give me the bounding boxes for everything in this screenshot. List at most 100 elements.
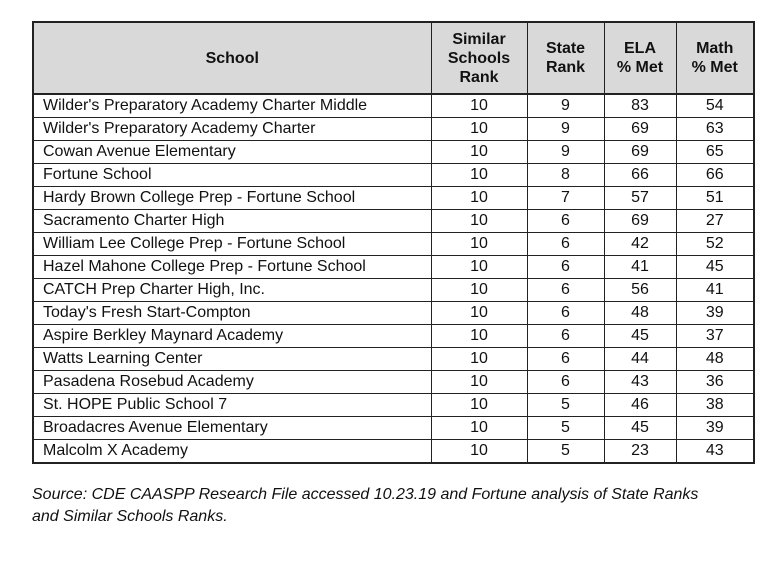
table-row: Today's Fresh Start-Compton 10 6 48 39 <box>32 301 755 325</box>
state-rank-cell: 6 <box>526 347 605 371</box>
similar-schools-rank-cell: 10 <box>430 186 528 210</box>
state-rank-cell: 6 <box>526 301 605 325</box>
similar-schools-rank-cell: 10 <box>430 93 528 118</box>
math-met-cell: 48 <box>675 347 755 371</box>
school-name-cell: Cowan Avenue Elementary <box>32 140 432 164</box>
table-row: Broadacres Avenue Elementary 10 5 45 39 <box>32 416 755 440</box>
ela-met-cell: 48 <box>603 301 677 325</box>
similar-schools-rank-cell: 10 <box>430 232 528 256</box>
state-rank-cell: 6 <box>526 255 605 279</box>
table-row: Sacramento Charter High 10 6 69 27 <box>32 209 755 233</box>
similar-schools-rank-cell: 10 <box>430 324 528 348</box>
school-name-cell: Fortune School <box>32 163 432 187</box>
similar-schools-rank-cell: 10 <box>430 347 528 371</box>
table-row: Malcolm X Academy 10 5 23 43 <box>32 439 755 464</box>
ela-met-cell: 69 <box>603 117 677 141</box>
header-line: % Met <box>616 59 664 76</box>
state-rank-cell: 5 <box>526 393 605 417</box>
ela-met-cell: 83 <box>603 93 677 118</box>
similar-schools-rank-cell: 10 <box>430 393 528 417</box>
table-row: Hazel Mahone College Prep - Fortune Scho… <box>32 255 755 279</box>
ela-met-cell: 42 <box>603 232 677 256</box>
ela-met-cell: 56 <box>603 278 677 302</box>
ela-met-cell: 66 <box>603 163 677 187</box>
school-name-cell: Wilder's Preparatory Academy Charter Mid… <box>32 93 432 118</box>
table-row: Hardy Brown College Prep - Fortune Schoo… <box>32 186 755 210</box>
state-rank-cell: 6 <box>526 370 605 394</box>
header-state-rank: State Rank <box>526 21 605 95</box>
header-similar-schools-rank: Similar Schools Rank <box>430 21 528 95</box>
source-line: Source: CDE CAASPP Research File accesse… <box>32 486 699 503</box>
math-met-cell: 51 <box>675 186 755 210</box>
ela-met-cell: 43 <box>603 370 677 394</box>
similar-schools-rank-cell: 10 <box>430 370 528 394</box>
header-line: School <box>205 49 259 67</box>
header-line: Math <box>696 40 734 57</box>
similar-schools-rank-cell: 10 <box>430 416 528 440</box>
state-rank-cell: 9 <box>526 93 605 118</box>
table-row: Aspire Berkley Maynard Academy 10 6 45 37 <box>32 324 755 348</box>
school-name-cell: Broadacres Avenue Elementary <box>32 416 432 440</box>
ela-met-cell: 69 <box>603 140 677 164</box>
state-rank-cell: 6 <box>526 278 605 302</box>
header-row: School Similar Schools Rank State Rank ELA% Me… <box>32 21 755 95</box>
school-name-cell: Aspire Berkley Maynard Academy <box>32 324 432 348</box>
table-row: Wilder's Preparatory Academy Charter 10 9 6… <box>32 117 755 141</box>
math-met-cell: 66 <box>675 163 755 187</box>
header-line: Similar <box>452 30 506 48</box>
ela-met-cell: 45 <box>603 416 677 440</box>
similar-schools-rank-cell: 10 <box>430 163 528 187</box>
table-row: Pasadena Rosebud Academy 10 6 43 36 <box>32 370 755 394</box>
ela-met-cell: 23 <box>603 439 677 464</box>
school-name-cell: Hazel Mahone College Prep - Fortune Scho… <box>32 255 432 279</box>
ela-met-cell: 69 <box>603 209 677 233</box>
school-rankings-table: School Similar Schools Rank State Rank ELA% Me… <box>32 21 755 464</box>
similar-schools-rank-cell: 10 <box>430 117 528 141</box>
state-rank-cell: 8 <box>526 163 605 187</box>
math-met-cell: 54 <box>675 93 755 118</box>
school-name-cell: Pasadena Rosebud Academy <box>32 370 432 394</box>
school-name-cell: William Lee College Prep - Fortune Schoo… <box>32 232 432 256</box>
state-rank-cell: 5 <box>526 439 605 464</box>
similar-schools-rank-cell: 10 <box>430 278 528 302</box>
math-met-cell: 45 <box>675 255 755 279</box>
similar-schools-rank-cell: 10 <box>430 255 528 279</box>
header-line: ELA <box>624 40 656 57</box>
source-line: and Similar Schools Ranks. <box>32 508 228 525</box>
header-line: Schools <box>447 49 511 67</box>
ela-met-cell: 44 <box>603 347 677 371</box>
state-rank-cell: 6 <box>526 209 605 233</box>
math-met-cell: 37 <box>675 324 755 348</box>
state-rank-cell: 6 <box>526 324 605 348</box>
table-row: CATCH Prep Charter High, Inc. 10 6 56 41 <box>32 278 755 302</box>
math-met-cell: 41 <box>675 278 755 302</box>
table-row: St. HOPE Public School 7 10 5 46 38 <box>32 393 755 417</box>
math-met-cell: 52 <box>675 232 755 256</box>
math-met-cell: 39 <box>675 416 755 440</box>
state-rank-cell: 6 <box>526 232 605 256</box>
similar-schools-rank-cell: 10 <box>430 301 528 325</box>
math-met-cell: 43 <box>675 439 755 464</box>
similar-schools-rank-cell: 10 <box>430 209 528 233</box>
math-met-cell: 36 <box>675 370 755 394</box>
header-line: State <box>545 40 586 57</box>
header-line: % Met <box>691 59 738 76</box>
table-row: William Lee College Prep - Fortune Schoo… <box>32 232 755 256</box>
header-line: Rank <box>545 59 586 76</box>
table-row: Wilder's Preparatory Academy Charter Mid… <box>32 93 755 118</box>
header-math-met: Math % Met <box>675 21 755 95</box>
state-rank-cell: 5 <box>526 416 605 440</box>
school-name-cell: Sacramento Charter High <box>32 209 432 233</box>
header-line: Rank <box>459 68 499 86</box>
header-ela-met: ELA % Met <box>603 21 677 95</box>
state-rank-cell: 9 <box>526 117 605 141</box>
math-met-cell: 27 <box>675 209 755 233</box>
math-met-cell: 38 <box>675 393 755 417</box>
ela-met-cell: 45 <box>603 324 677 348</box>
school-name-cell: CATCH Prep Charter High, Inc. <box>32 278 432 302</box>
school-name-cell: Today's Fresh Start-Compton <box>32 301 432 325</box>
math-met-cell: 39 <box>675 301 755 325</box>
state-rank-cell: 9 <box>526 140 605 164</box>
school-name-cell: Malcolm X Academy <box>32 439 432 464</box>
math-met-cell: 63 <box>675 117 755 141</box>
